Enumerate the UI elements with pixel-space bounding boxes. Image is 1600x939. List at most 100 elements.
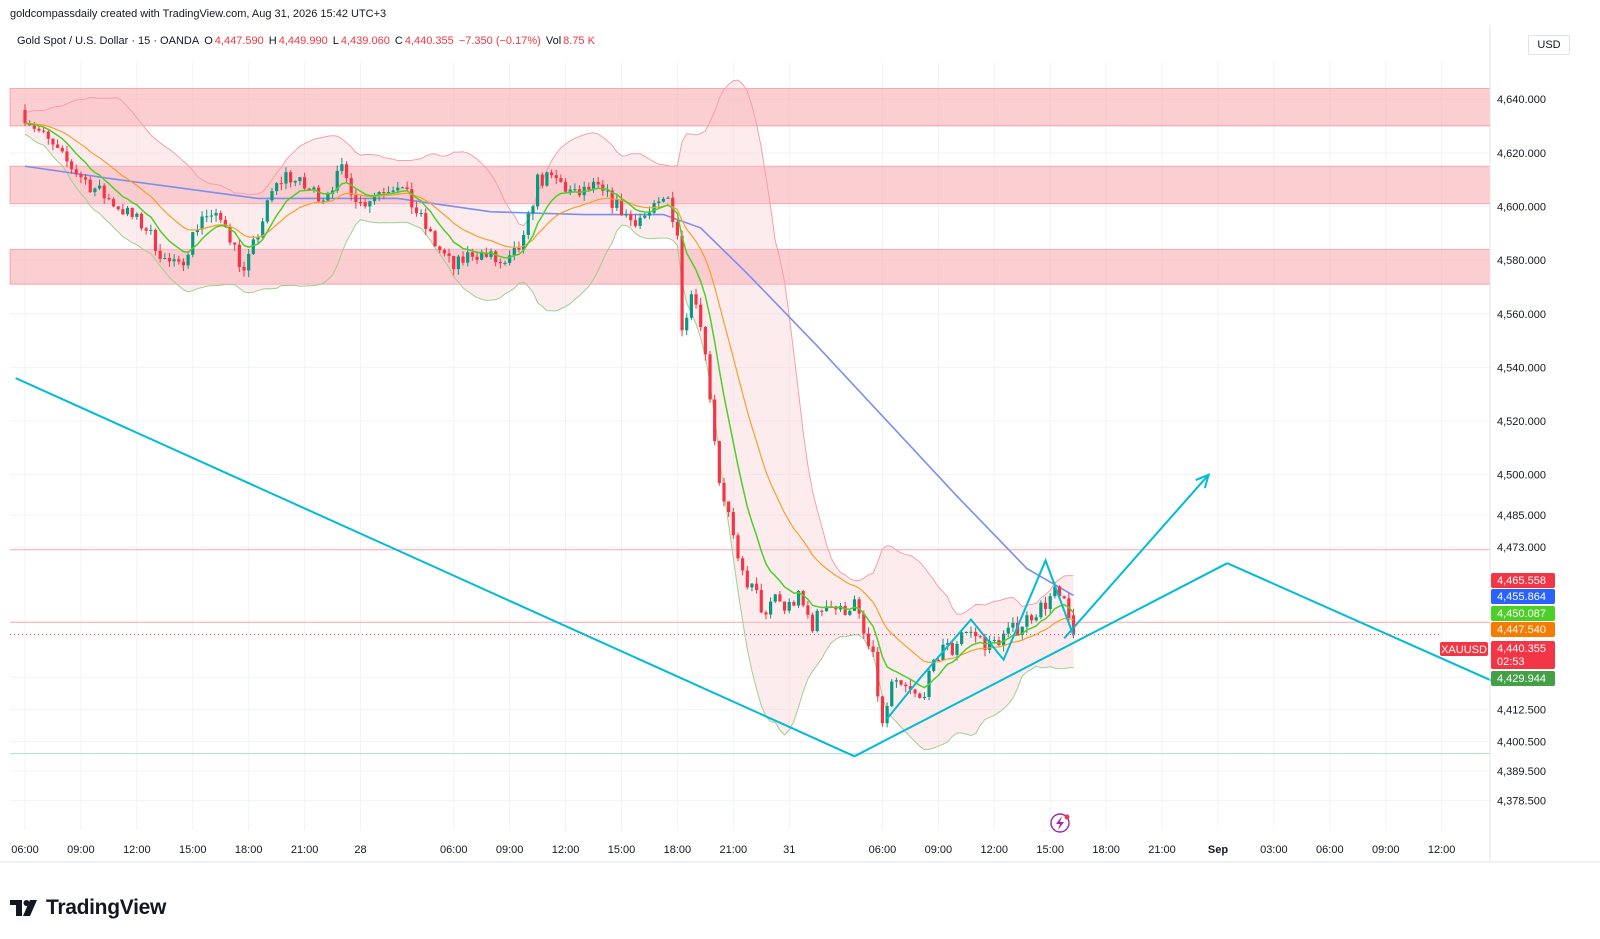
symbol-tag-label: XAUUSD — [1441, 644, 1487, 656]
candle-body — [908, 686, 912, 690]
candle-body — [400, 187, 405, 189]
candle-body — [470, 252, 474, 257]
candle-body — [83, 177, 88, 180]
candle-body — [871, 646, 875, 652]
price-tag-label: 4,429.944 — [1497, 673, 1546, 685]
candle-body — [205, 216, 209, 218]
time-axis-tick-label: 06:00 — [1316, 844, 1344, 856]
candle-body — [708, 354, 712, 400]
candle-body — [913, 689, 917, 694]
candle-body — [992, 640, 996, 642]
candle-body — [237, 244, 241, 268]
candle-body — [438, 246, 442, 251]
candle-body — [172, 259, 176, 262]
tradingview-logo[interactable]: TradingView — [10, 896, 166, 920]
candle-body — [522, 234, 526, 250]
candle-body — [396, 187, 400, 191]
candle-body — [65, 151, 69, 162]
candle-body — [484, 252, 488, 258]
candle-body — [275, 183, 279, 192]
candle-body — [200, 216, 204, 230]
candle-body — [293, 181, 297, 183]
candle-body — [531, 206, 535, 214]
candle-body — [843, 605, 847, 615]
candle-body — [335, 170, 339, 191]
candle-body — [964, 631, 968, 633]
candle-body — [1002, 633, 1006, 645]
candle-body — [1057, 586, 1062, 597]
candle-body — [93, 188, 97, 193]
candle-body — [918, 693, 922, 698]
candle-body — [759, 590, 763, 613]
candle-body — [731, 512, 735, 536]
symbol-name[interactable]: Gold Spot / U.S. Dollar · 15 · OANDA — [17, 35, 200, 47]
candle-body — [270, 191, 274, 201]
candle-body — [181, 261, 186, 266]
candle-body — [97, 185, 102, 189]
price-tag — [1491, 589, 1555, 604]
candle-body — [289, 172, 293, 183]
candle-body — [214, 212, 218, 216]
candle-body — [717, 441, 721, 483]
time-axis-tick-label: 21:00 — [720, 844, 748, 856]
time-axis-tick-label: 18:00 — [235, 844, 263, 856]
close-label: C — [394, 35, 403, 47]
candle-body — [489, 251, 493, 258]
time-axis-tick-label: 28 — [354, 844, 366, 856]
time-axis-tick-label: 12:00 — [123, 844, 151, 856]
change-value: −7.350 (−0.17%) — [458, 35, 541, 47]
candle-body — [167, 257, 172, 262]
candle-body — [377, 192, 381, 195]
candle-body — [51, 138, 55, 145]
candle-body — [1062, 596, 1066, 599]
candle-body — [689, 294, 693, 318]
candle-body — [596, 181, 600, 185]
candle-body — [848, 610, 852, 615]
candle-body — [382, 192, 386, 194]
price-tag — [1491, 671, 1555, 686]
candle-body — [619, 199, 624, 216]
candle-body — [824, 606, 829, 612]
candle-body — [32, 125, 36, 129]
candle-body — [685, 317, 689, 331]
candle-body — [186, 254, 190, 266]
candle-body — [638, 217, 642, 226]
candle-body — [974, 631, 978, 637]
candle-body — [428, 228, 433, 232]
candle-body — [615, 199, 619, 208]
candle-body — [158, 250, 162, 259]
candle-body — [755, 583, 759, 591]
candle-body — [46, 131, 50, 139]
moving-average-orange — [24, 122, 1074, 663]
candle-body — [1039, 602, 1043, 618]
price-axis-tick-label: 4,412.500 — [1497, 704, 1546, 716]
price-axis-tick-label: 4,389.500 — [1497, 766, 1546, 778]
currency-selector[interactable]: USD — [1528, 35, 1570, 55]
candle-body — [782, 601, 787, 611]
candle-body — [125, 207, 130, 215]
candle-body — [554, 175, 558, 179]
candle-body — [419, 213, 423, 215]
candle-body — [79, 174, 83, 178]
candle-body — [1020, 626, 1024, 635]
candle-body — [852, 599, 857, 611]
time-axis-tick-label: 06:00 — [11, 844, 39, 856]
candle-body — [410, 189, 414, 208]
price-tag — [1491, 606, 1555, 621]
candle-body — [815, 610, 819, 632]
price-tag-label: 4,455.864 — [1497, 591, 1546, 603]
candle-body — [149, 229, 153, 231]
candle-body — [503, 262, 507, 264]
candle-body — [242, 267, 246, 271]
open-label: O — [204, 35, 213, 47]
price-axis-tick-label: 4,400.500 — [1497, 737, 1546, 749]
time-axis-tick-label: 15:00 — [179, 844, 207, 856]
candle-body — [862, 613, 866, 634]
candle-body — [121, 209, 125, 215]
candle-body — [70, 161, 74, 170]
candle-body — [107, 198, 111, 200]
price-axis-tick-label: 4,540.000 — [1497, 362, 1546, 374]
candle-body — [587, 186, 591, 190]
candle-body — [261, 221, 265, 238]
